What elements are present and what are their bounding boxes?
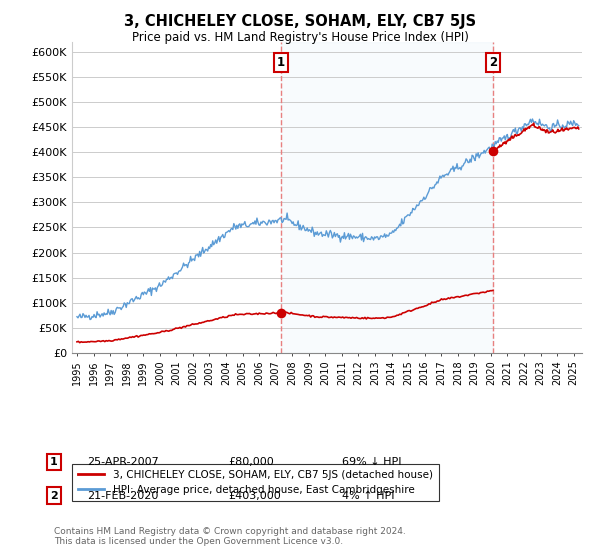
Text: 2: 2 [489,56,497,69]
Text: 3, CHICHELEY CLOSE, SOHAM, ELY, CB7 5JS: 3, CHICHELEY CLOSE, SOHAM, ELY, CB7 5JS [124,14,476,29]
Legend: 3, CHICHELEY CLOSE, SOHAM, ELY, CB7 5JS (detached house), HPI: Average price, de: 3, CHICHELEY CLOSE, SOHAM, ELY, CB7 5JS … [72,464,439,501]
Text: £403,000: £403,000 [228,491,281,501]
Text: 69% ↓ HPI: 69% ↓ HPI [342,457,401,467]
Text: 21-FEB-2020: 21-FEB-2020 [87,491,158,501]
Text: 1: 1 [277,56,285,69]
Text: Price paid vs. HM Land Registry's House Price Index (HPI): Price paid vs. HM Land Registry's House … [131,31,469,44]
Bar [281,42,493,353]
Text: 25-APR-2007: 25-APR-2007 [87,457,159,467]
Text: Contains HM Land Registry data © Crown copyright and database right 2024.
This d: Contains HM Land Registry data © Crown c… [54,526,406,546]
Text: 1: 1 [50,457,58,467]
Text: £80,000: £80,000 [228,457,274,467]
Text: 4% ↑ HPI: 4% ↑ HPI [342,491,395,501]
Text: 2: 2 [50,491,58,501]
